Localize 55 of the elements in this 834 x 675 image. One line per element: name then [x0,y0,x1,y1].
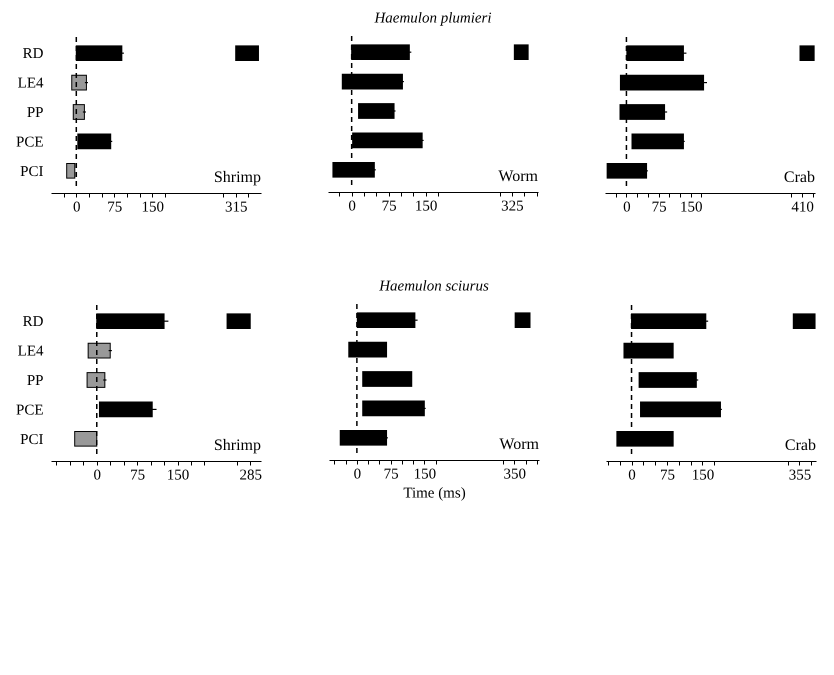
y-tick-label: PP [26,373,44,389]
bar [235,45,259,62]
bar [358,103,395,119]
x-tick-label: 150 [680,200,702,216]
bar [638,372,697,388]
x-tick-label: 75 [130,468,146,484]
x-tick-label: 410 [791,200,814,216]
x-tick-label: 285 [239,468,262,484]
x-tick-label: 0 [623,200,631,216]
y-tick-label: PCI [20,432,44,448]
y-tick-label: RD [22,314,44,330]
x-tick-label: 150 [166,468,190,484]
x-tick-label: 75 [382,198,397,214]
bar [362,400,425,416]
bar [362,371,412,387]
bar [792,313,816,330]
x-tick-label: 355 [788,468,812,484]
x-tick-label: 315 [224,200,248,216]
x-tick-label: 150 [141,200,164,216]
chart-title: Haemulon plumieri [373,10,492,26]
y-tick-label: LE4 [18,76,44,92]
x-tick-label: 150 [414,466,436,482]
x-tick-label: 75 [384,466,399,482]
bar [640,402,721,418]
bar [514,312,531,328]
x-tick-label: 0 [354,466,362,482]
x-tick-label: 0 [73,200,81,216]
x-tick-label: 150 [414,198,438,214]
bar [800,45,815,62]
y-tick-label: RD [22,46,44,62]
x-tick-label: 325 [501,198,524,214]
x-axis-title: Time (ms) [403,486,466,502]
annotation: Crab [784,169,815,186]
x-tick-label: 75 [107,200,122,216]
x-tick-label: 150 [692,468,714,484]
annotation: Shrimp [214,437,261,454]
chart-title: Haemulon sciurus [378,278,489,294]
annotation: Worm [499,436,540,453]
x-tick-label: 75 [660,468,676,484]
x-tick-label: 0 [94,468,102,484]
annotation: Worm [498,168,539,185]
y-tick-label: PCI [20,164,44,180]
bar [514,44,529,60]
y-tick-label: PCE [16,134,44,150]
annotation: Crab [784,437,816,454]
x-tick-label: 0 [628,468,636,484]
x-tick-label: 0 [348,198,356,214]
bar [632,134,684,150]
x-tick-label: 75 [652,200,667,216]
annotation: Shrimp [214,169,261,186]
y-tick-label: PCE [16,402,44,418]
bar [226,313,251,330]
y-tick-label: PP [26,105,44,121]
y-tick-label: LE4 [18,344,44,360]
x-tick-label: 350 [504,466,526,482]
